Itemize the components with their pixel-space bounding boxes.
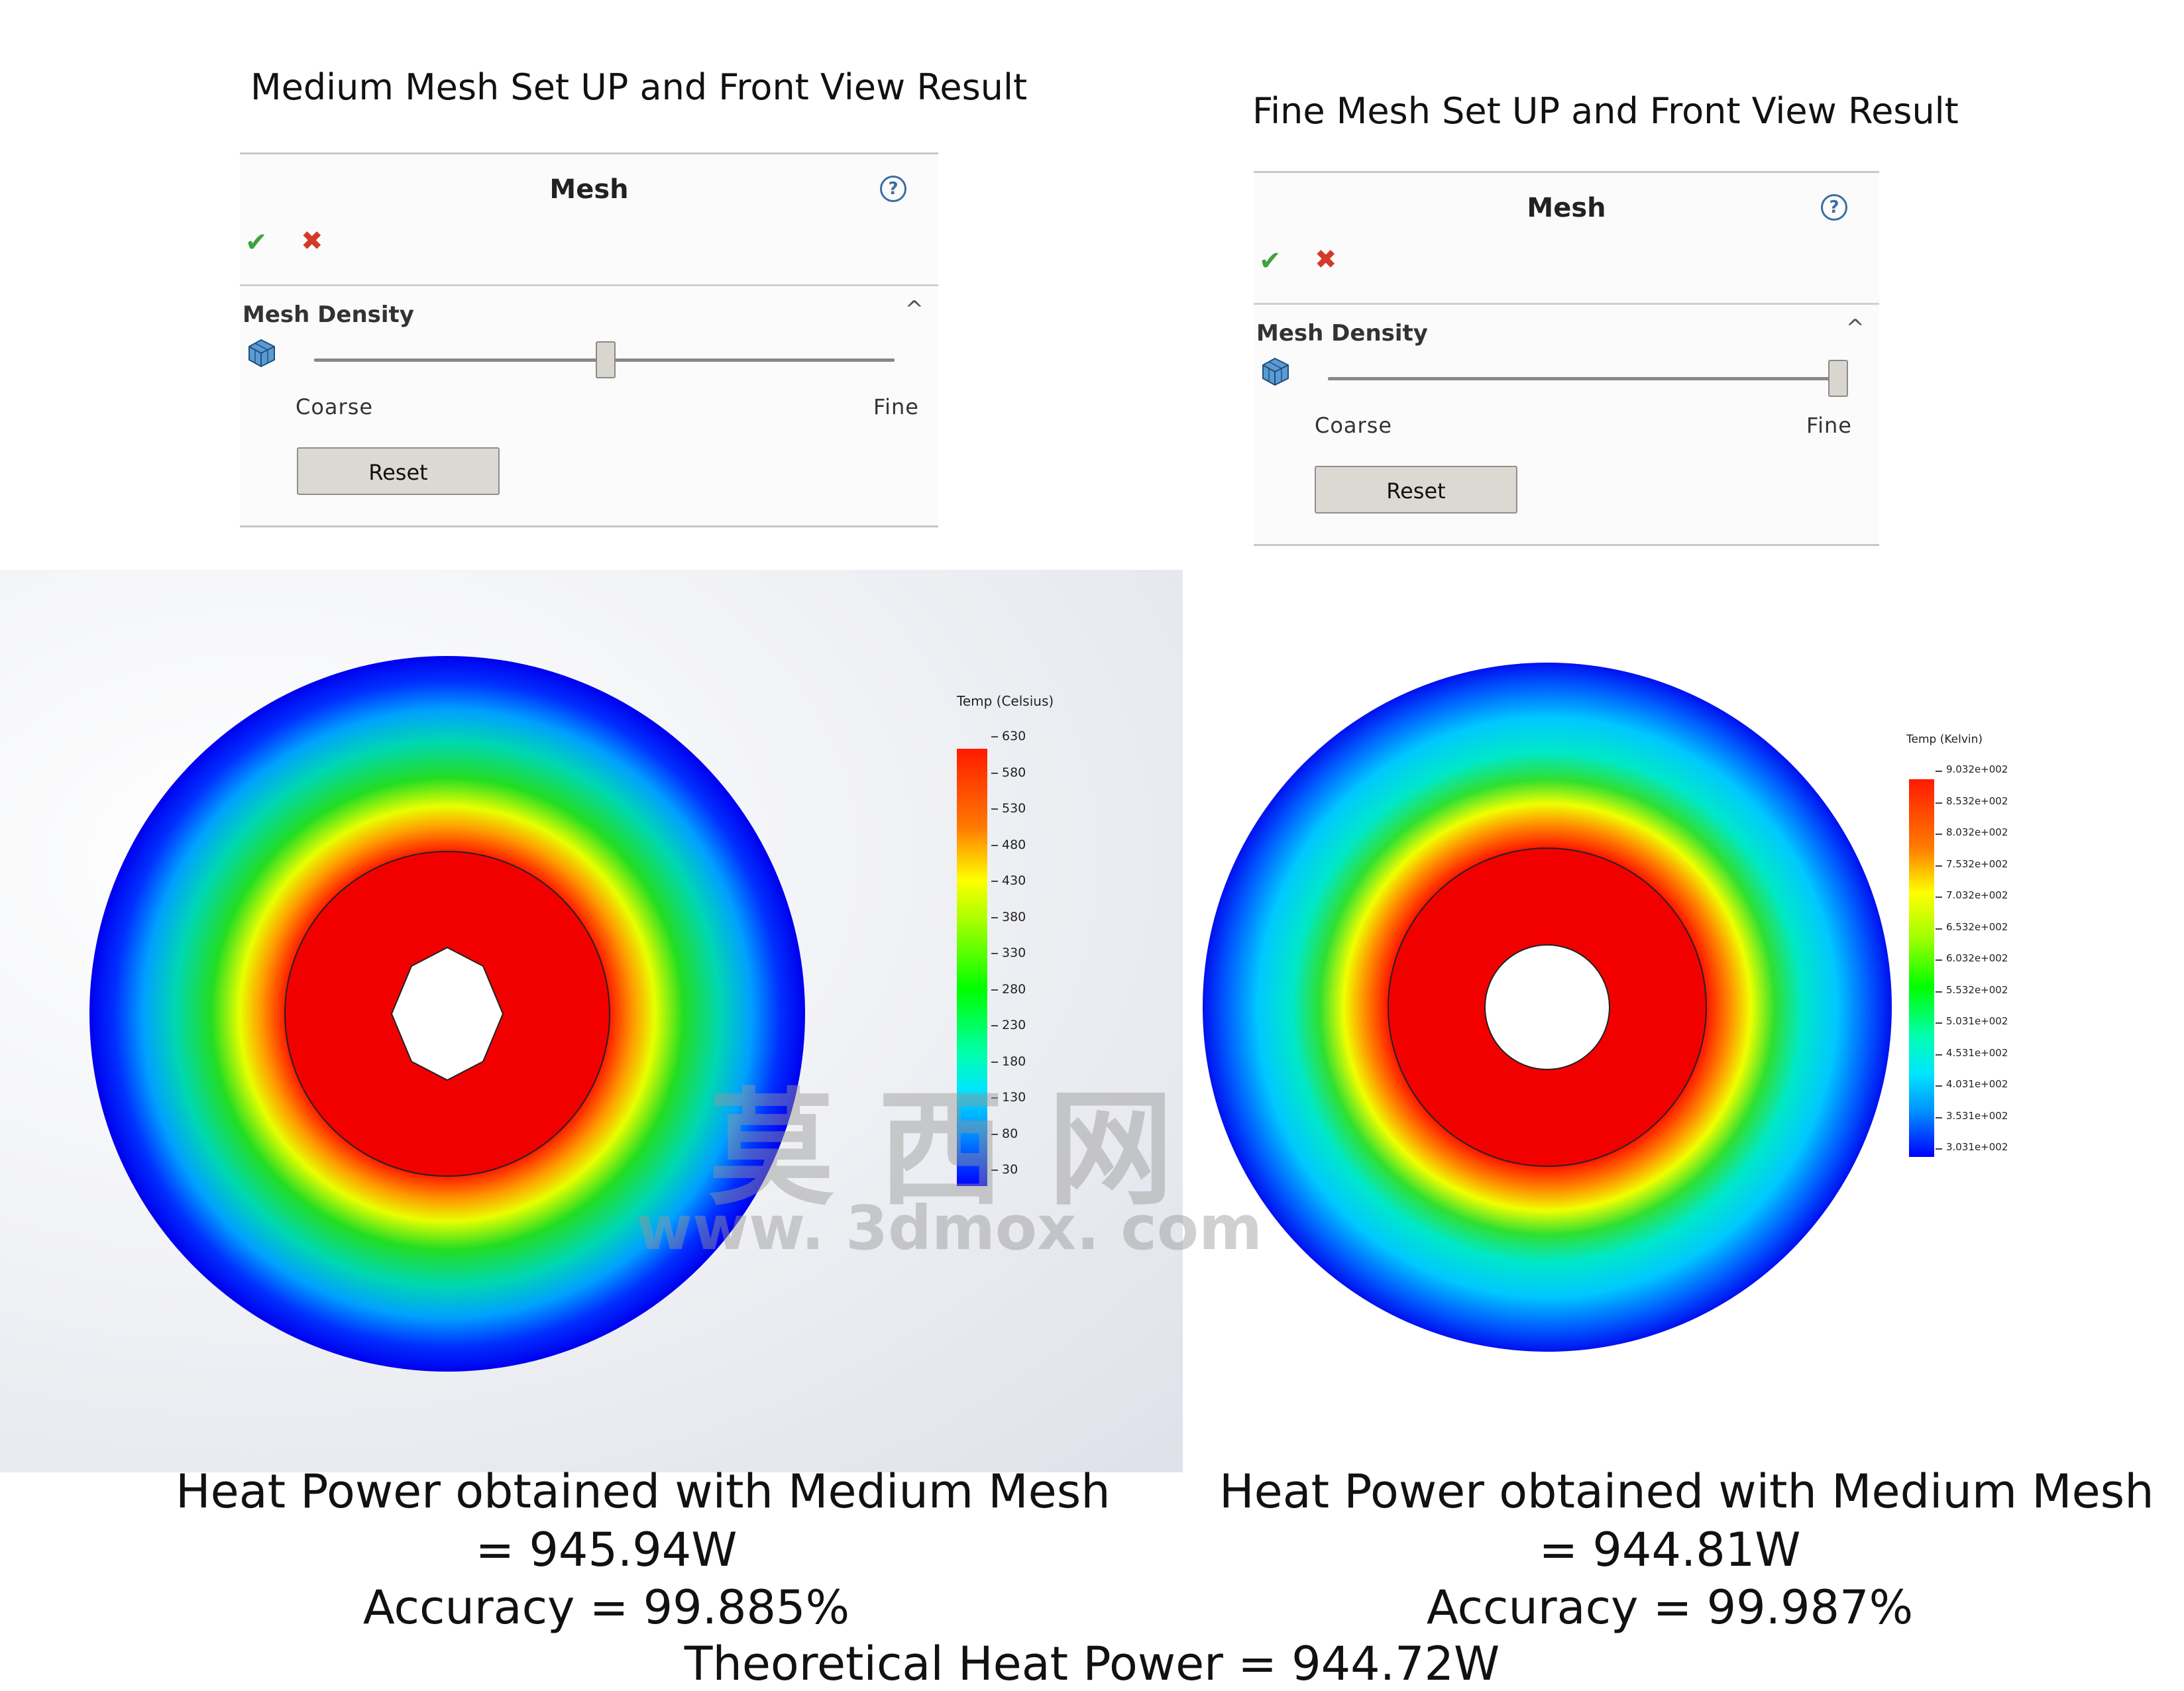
legend-title: Temp (Kelvin) bbox=[1906, 733, 1983, 746]
legend-tick-label: 9.032e+002 bbox=[1935, 763, 2008, 775]
medium-heading: Medium Mesh Set UP and Front View Result bbox=[250, 66, 1028, 108]
fine-result-viewport: Temp (Kelvin) 9.032e+002 8.532e+002 8.032e… bbox=[1183, 570, 2184, 1472]
legend-tick-label: 30 bbox=[991, 1162, 1018, 1177]
legend-tick-label: 8.532e+002 bbox=[1935, 794, 2008, 807]
mesh-density-section-label: Mesh Density bbox=[243, 301, 414, 328]
coarse-label: Coarse bbox=[296, 394, 374, 419]
legend-tick-label: 6.032e+002 bbox=[1935, 952, 2008, 964]
coarse-label: Coarse bbox=[1315, 413, 1393, 438]
legend-tick-label: 3.031e+002 bbox=[1935, 1141, 2008, 1153]
theoretical-heat-power: Theoretical Heat Power = 944.72W bbox=[684, 1637, 1500, 1691]
fine-accuracy-value: Accuracy = 99.987% bbox=[1426, 1580, 1914, 1635]
legend-tick-label: 180 bbox=[991, 1054, 1026, 1069]
medium-result-title: Heat Power obtained with Medium Mesh bbox=[176, 1464, 1111, 1519]
medium-result-viewport: Temp (Celsius) 630 580 530 480 430 380 330 280 2… bbox=[0, 570, 1183, 1472]
ok-check-icon[interactable]: ✔ bbox=[245, 227, 268, 258]
fine-label: Fine bbox=[873, 394, 919, 419]
legend-tick-label: 580 bbox=[991, 765, 1026, 780]
ok-check-icon[interactable]: ✔ bbox=[1259, 246, 1282, 276]
legend-tick-label: 3.531e+002 bbox=[1935, 1109, 2008, 1122]
fine-temperature-plot bbox=[1203, 663, 1892, 1352]
mesh-cube-icon bbox=[248, 339, 275, 368]
reset-button[interactable]: Reset bbox=[1315, 466, 1517, 514]
legend-tick-label: 8.032e+002 bbox=[1935, 826, 2008, 838]
cancel-x-icon[interactable]: ✖ bbox=[1315, 245, 1337, 275]
watermark-chinese-text: 莫 西 网 bbox=[708, 1075, 1174, 1223]
panel-title: Mesh bbox=[549, 174, 629, 205]
cancel-x-icon[interactable]: ✖ bbox=[301, 226, 323, 256]
fine-heading: Fine Mesh Set UP and Front View Result bbox=[1252, 90, 1959, 132]
legend-tick-label: 130 bbox=[991, 1090, 1026, 1105]
watermark-url-text: www. 3dmox. com bbox=[636, 1193, 1262, 1264]
legend-tick-label: 230 bbox=[991, 1018, 1026, 1032]
legend-title: Temp (Celsius) bbox=[957, 693, 1054, 709]
inner-hole bbox=[390, 946, 504, 1081]
legend-tick-label: 330 bbox=[991, 946, 1026, 960]
legend-tick-label: 80 bbox=[991, 1126, 1018, 1141]
legend-tick-label: 7.032e+002 bbox=[1935, 889, 2008, 901]
legend-tick-label: 7.532e+002 bbox=[1935, 857, 2008, 870]
legend-tick-label: 280 bbox=[991, 981, 1026, 997]
panel-divider bbox=[240, 284, 938, 286]
panel-divider bbox=[1254, 303, 1879, 305]
legend-tick-label: 430 bbox=[991, 873, 1026, 888]
mesh-density-slider-handle[interactable] bbox=[1828, 360, 1848, 397]
mesh-density-slider-handle[interactable] bbox=[596, 341, 616, 378]
help-icon[interactable]: ? bbox=[1821, 194, 1847, 221]
legend-tick-label: 4.031e+002 bbox=[1935, 1078, 2008, 1090]
collapse-chevron-icon[interactable]: ^ bbox=[904, 296, 924, 323]
medium-mesh-panel: Mesh ? ✔ ✖ Mesh Density ^ Coarse Fine Re… bbox=[240, 152, 938, 527]
medium-temperature-plot bbox=[89, 656, 805, 1372]
fine-heat-power-value: = 944.81W bbox=[1539, 1523, 1801, 1577]
legend-tick-label: 630 bbox=[991, 729, 1026, 743]
legend-tick-label: 6.532e+002 bbox=[1935, 920, 2008, 933]
legend-tick-label: 5.031e+002 bbox=[1935, 1015, 2008, 1027]
legend-tick-label: 4.531e+002 bbox=[1935, 1046, 2008, 1059]
help-icon[interactable]: ? bbox=[880, 176, 906, 202]
legend-tick-label: 380 bbox=[991, 909, 1026, 924]
legend-tick-label: 530 bbox=[991, 801, 1026, 816]
collapse-chevron-icon[interactable]: ^ bbox=[1845, 315, 1865, 341]
mesh-density-slider-track[interactable] bbox=[1328, 377, 1837, 380]
medium-accuracy-value: Accuracy = 99.885% bbox=[362, 1580, 850, 1635]
panel-title: Mesh bbox=[1527, 193, 1606, 223]
fine-mesh-panel: Mesh ? ✔ ✖ Mesh Density ^ Coarse Fine Re… bbox=[1254, 171, 1879, 546]
legend-tick-label: 480 bbox=[991, 837, 1026, 852]
legend-colorbar bbox=[1909, 779, 1934, 1157]
inner-hole bbox=[1484, 944, 1610, 1070]
legend-colorbar bbox=[957, 749, 987, 1186]
medium-heat-power-value: = 945.94W bbox=[475, 1523, 737, 1577]
fine-label: Fine bbox=[1806, 413, 1852, 438]
reset-button[interactable]: Reset bbox=[297, 447, 500, 495]
fine-result-title: Heat Power obtained with Medium Mesh bbox=[1219, 1464, 2154, 1519]
mesh-density-section-label: Mesh Density bbox=[1256, 320, 1428, 347]
mesh-cube-icon bbox=[1262, 357, 1289, 386]
legend-tick-label: 5.532e+002 bbox=[1935, 983, 2008, 996]
